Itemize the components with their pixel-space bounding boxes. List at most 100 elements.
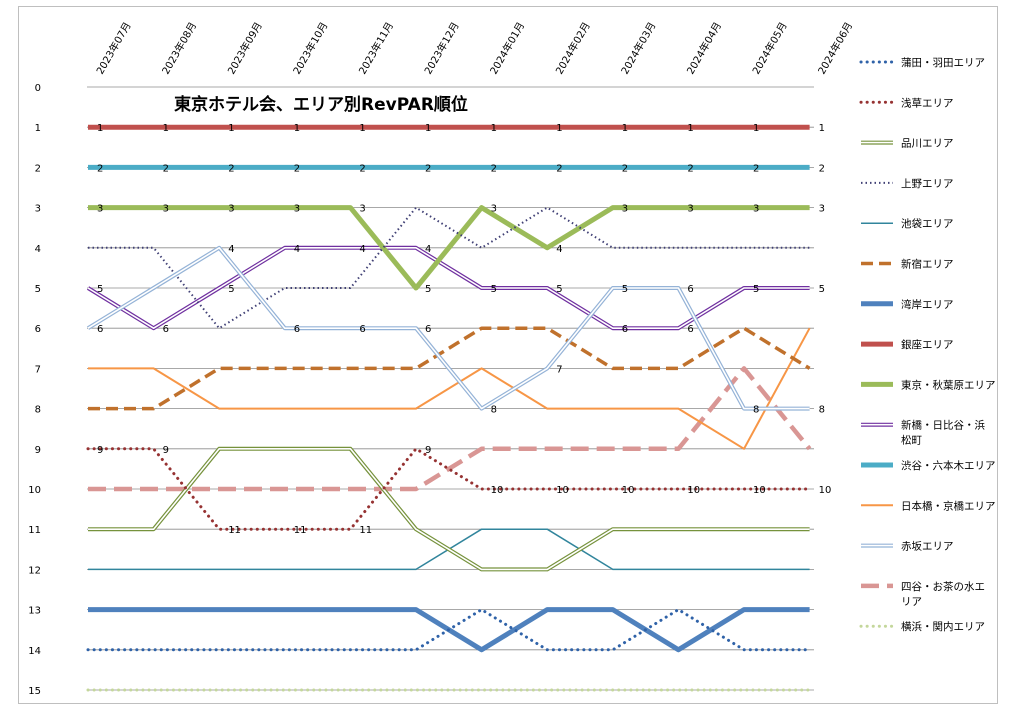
legend-label: 上野エリア xyxy=(901,178,954,190)
data-label: 2 xyxy=(753,163,759,174)
data-label: 2 xyxy=(163,163,169,174)
data-label: 2 xyxy=(359,163,365,174)
data-label: 11 xyxy=(294,525,307,536)
legend-label: 浅草エリア xyxy=(901,96,954,109)
data-label: 11 xyxy=(359,525,372,536)
data-label: 2 xyxy=(819,163,825,174)
data-label: 3 xyxy=(294,204,300,215)
y-tick-label: 4 xyxy=(35,244,41,255)
data-label: 5 xyxy=(491,284,497,295)
legend-item: 渋谷・六本木エリア xyxy=(861,459,996,472)
x-tick-label: 2023年07月 xyxy=(93,20,133,77)
legend-item: 横浜・関内エリア xyxy=(859,620,985,633)
data-label: 2 xyxy=(97,163,103,174)
legend-label: 品川エリア xyxy=(901,138,954,150)
data-label: 1 xyxy=(556,123,562,134)
data-label: 6 xyxy=(622,324,628,335)
legend-label: 日本橋・京橋エリア xyxy=(901,499,996,512)
y-tick-label: 0 xyxy=(35,83,41,94)
x-tick-label: 2023年11月 xyxy=(356,20,396,77)
data-label: 3 xyxy=(359,204,365,215)
data-label: 10 xyxy=(753,485,766,496)
series-line-5 xyxy=(88,326,811,411)
data-label: 4 xyxy=(425,244,431,255)
legend-label: 四谷・お茶の水エリア xyxy=(901,580,985,608)
data-label: 6 xyxy=(687,284,693,295)
x-tick-label: 2023年08月 xyxy=(159,20,199,77)
legend-item: 池袋エリア xyxy=(861,217,954,230)
x-tick-label: 2024年01月 xyxy=(487,20,527,77)
x-tick-label: 2023年09月 xyxy=(225,20,265,77)
y-tick-label: 11 xyxy=(28,525,41,536)
data-label: 2 xyxy=(556,163,562,174)
data-label: 2 xyxy=(228,163,234,174)
data-label: 1 xyxy=(163,123,169,134)
legend-label: 池袋エリア xyxy=(901,217,954,230)
series-line-0 xyxy=(86,608,812,652)
y-tick-label: 6 xyxy=(35,324,41,335)
x-tick-label: 2023年10月 xyxy=(290,20,330,77)
data-label: 5 xyxy=(228,284,234,295)
data-label: 1 xyxy=(359,123,365,134)
data-label: 6 xyxy=(163,324,169,335)
y-tick-label: 3 xyxy=(35,204,41,215)
data-label: 2 xyxy=(294,163,300,174)
legend-item: 浅草エリア xyxy=(859,96,954,109)
legend-item: 新橋・日比谷・浜松町 xyxy=(861,419,985,447)
data-label: 1 xyxy=(491,123,497,134)
legend-label: 銀座エリア xyxy=(901,338,954,351)
data-label: 1 xyxy=(622,123,628,134)
legend-item: 品川エリア xyxy=(861,138,954,150)
data-label: 2 xyxy=(622,163,628,174)
series-line-13 xyxy=(88,366,812,492)
data-label: 6 xyxy=(97,324,103,335)
y-tick-label: 1 xyxy=(35,123,41,134)
data-label: 3 xyxy=(687,204,693,215)
data-label: 5 xyxy=(97,284,103,295)
y-tick-label: 14 xyxy=(28,646,41,657)
data-label: 5 xyxy=(622,284,628,295)
x-tick-label: 2024年02月 xyxy=(553,20,593,77)
data-label: 10 xyxy=(622,485,635,496)
y-tick-label: 2 xyxy=(35,163,41,174)
series-line-9-inner xyxy=(87,247,810,329)
data-label: 9 xyxy=(425,445,431,456)
data-label: 3 xyxy=(622,204,628,215)
data-label: 4 xyxy=(294,244,300,255)
x-tick-label: 2024年06月 xyxy=(815,20,855,77)
x-tick-label: 2024年04月 xyxy=(684,20,724,77)
legend-label: 新橋・日比谷・浜松町 xyxy=(901,419,985,447)
data-label: 3 xyxy=(97,204,103,215)
y-tick-label: 9 xyxy=(35,445,41,456)
y-tick-label: 8 xyxy=(35,405,41,416)
data-label: 5 xyxy=(556,284,562,295)
legend-item: 日本橋・京橋エリア xyxy=(861,499,996,512)
legend-label: 新宿エリア xyxy=(901,258,954,271)
legend-item: 東京・秋葉原エリア xyxy=(861,378,996,391)
data-label: 3 xyxy=(163,204,169,215)
data-label: 3 xyxy=(228,204,234,215)
legend-label: 横浜・関内エリア xyxy=(901,620,985,633)
data-label: 10 xyxy=(556,485,569,496)
legend-item: 赤坂エリア xyxy=(861,541,954,553)
legend-item: 蒲田・羽田エリア xyxy=(859,56,985,69)
data-label: 10 xyxy=(819,485,832,496)
data-label: 5 xyxy=(425,284,431,295)
data-label: 10 xyxy=(491,485,504,496)
series-lines xyxy=(86,124,812,692)
legend-item: 新宿エリア xyxy=(861,258,954,271)
series-line-12-inner xyxy=(87,247,810,410)
x-tick-label: 2023年12月 xyxy=(421,20,461,77)
data-label: 10 xyxy=(687,485,700,496)
y-tick-label: 7 xyxy=(35,364,41,375)
legend-label: 蒲田・羽田エリア xyxy=(901,56,985,69)
data-label: 6 xyxy=(425,324,431,335)
x-tick-label: 2024年03月 xyxy=(618,20,658,77)
data-label: 2 xyxy=(687,163,693,174)
data-label: 6 xyxy=(359,324,365,335)
chart-title: 東京ホテル会、エリア別RevPAR順位 xyxy=(174,94,468,115)
data-label: 8 xyxy=(753,405,759,416)
data-label: 4 xyxy=(228,244,234,255)
